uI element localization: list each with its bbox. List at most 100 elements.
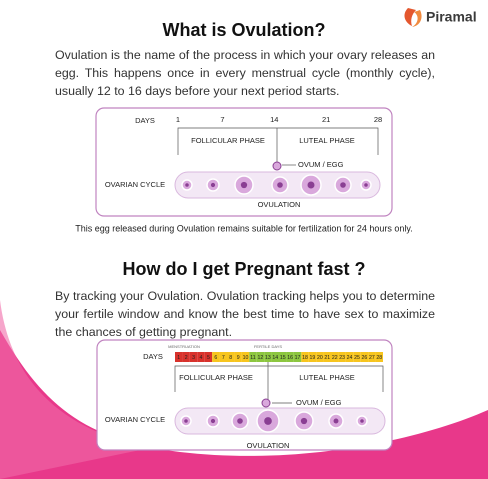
- day-number: 5: [207, 355, 210, 361]
- section-title: How do I get Pregnant fast ?: [122, 259, 365, 279]
- day-number: 14: [270, 115, 278, 124]
- day-cell: [182, 352, 190, 362]
- day-cell: [293, 352, 302, 362]
- day-cell: [234, 352, 242, 362]
- day-cell: [316, 352, 324, 362]
- day-number: 17: [295, 355, 301, 361]
- cycle-label: OVARIAN CYCLE: [105, 180, 165, 189]
- day-cell: [219, 352, 227, 362]
- day-number: 13: [265, 355, 271, 361]
- follicle-core: [277, 182, 283, 188]
- phase-label: LUTEAL PHASE: [299, 373, 355, 382]
- follicle-core: [364, 183, 368, 187]
- day-number: 3: [192, 355, 195, 361]
- day-number: 8: [229, 355, 232, 361]
- egg-label: OVUM / EGG: [296, 398, 342, 407]
- section-title: What is Ovulation?: [162, 20, 325, 40]
- day-cell: [279, 352, 287, 362]
- day-cell: [212, 352, 220, 362]
- day-number: 16: [287, 355, 293, 361]
- egg: [261, 398, 271, 408]
- day-cell: [249, 352, 257, 362]
- follicle-core: [210, 182, 216, 188]
- day-number: 28: [376, 355, 382, 361]
- day-cell: [241, 352, 250, 362]
- day-number: 7: [222, 355, 225, 361]
- egg: [272, 161, 282, 171]
- phase-bracket: [174, 362, 384, 400]
- day-number: 18: [302, 355, 308, 361]
- day-cell: [189, 352, 198, 362]
- day-cell: [264, 352, 272, 362]
- day-cell: [375, 352, 383, 362]
- phase-label: FOLLICULAR PHASE: [191, 136, 265, 145]
- day-cell: [271, 352, 279, 362]
- ovulation-label: OVULATION: [258, 200, 301, 209]
- day-number: 26: [362, 355, 368, 361]
- follicle-core: [185, 183, 189, 187]
- day-number: 21: [322, 115, 330, 124]
- day-number: 14: [272, 355, 278, 361]
- logo-text: Piramal: [426, 9, 477, 25]
- phase-label: FOLLICULAR PHASE: [179, 373, 253, 382]
- egg-label: OVUM / EGG: [298, 160, 344, 169]
- follicle-core: [237, 418, 243, 424]
- day-number: 22: [332, 355, 338, 361]
- day-number: 4: [200, 355, 203, 361]
- day-cell: [368, 352, 376, 362]
- follicle-core: [307, 181, 315, 189]
- day-number: 11: [250, 355, 255, 361]
- wave-accent: [0, 300, 150, 479]
- follicle-core: [210, 418, 216, 424]
- day-cell: [338, 352, 346, 362]
- day-number: 27: [369, 355, 375, 361]
- day-number: 9: [237, 355, 240, 361]
- day-cell: [301, 352, 309, 362]
- day-number: 6: [214, 355, 217, 361]
- day-cell: [331, 352, 339, 362]
- logo: Piramal: [404, 8, 477, 27]
- paragraph: By tracking your Ovulation. Ovulation tr…: [55, 289, 435, 339]
- paragraph: Ovulation is the name of the process in …: [55, 48, 435, 98]
- day-number: 15: [280, 355, 286, 361]
- day-cell: [227, 352, 235, 362]
- day-cell: [175, 352, 183, 362]
- day-number: 1: [176, 115, 180, 124]
- follicle-core: [333, 418, 339, 424]
- small-label: MENSTRUATION: [168, 344, 200, 349]
- day-number: 1: [177, 355, 180, 361]
- days-label: DAYS: [135, 116, 155, 125]
- day-number: 21: [324, 355, 330, 361]
- small-label: FERTILE DAYS: [254, 344, 282, 349]
- day-cell: [323, 352, 331, 362]
- day-cell: [197, 352, 205, 362]
- caption: This egg released during Ovulation remai…: [75, 223, 413, 233]
- phase-label: LUTEAL PHASE: [299, 136, 355, 145]
- phase-bracket: [177, 127, 379, 165]
- day-cell: [286, 352, 294, 362]
- follicle-core: [340, 182, 346, 188]
- days-label: DAYS: [143, 352, 163, 361]
- follicle-core: [264, 417, 272, 425]
- cycle-label: OVARIAN CYCLE: [105, 415, 165, 424]
- day-number: 10: [243, 355, 249, 361]
- follicle-core: [184, 419, 188, 423]
- day-number: 25: [354, 355, 360, 361]
- day-cell: [256, 352, 265, 362]
- follicle-core: [240, 181, 248, 189]
- day-number: 7: [220, 115, 224, 124]
- day-number: 19: [310, 355, 316, 361]
- day-number: 12: [258, 355, 264, 361]
- day-cell: [204, 352, 213, 362]
- day-number: 2: [185, 355, 188, 361]
- follicle-core: [300, 417, 308, 425]
- day-number: 28: [374, 115, 382, 124]
- day-cell: [345, 352, 354, 362]
- ovulation-label: OVULATION: [247, 441, 290, 450]
- day-number: 20: [317, 355, 323, 361]
- day-number: 24: [347, 355, 353, 361]
- day-number: 23: [339, 355, 345, 361]
- day-cell: [360, 352, 369, 362]
